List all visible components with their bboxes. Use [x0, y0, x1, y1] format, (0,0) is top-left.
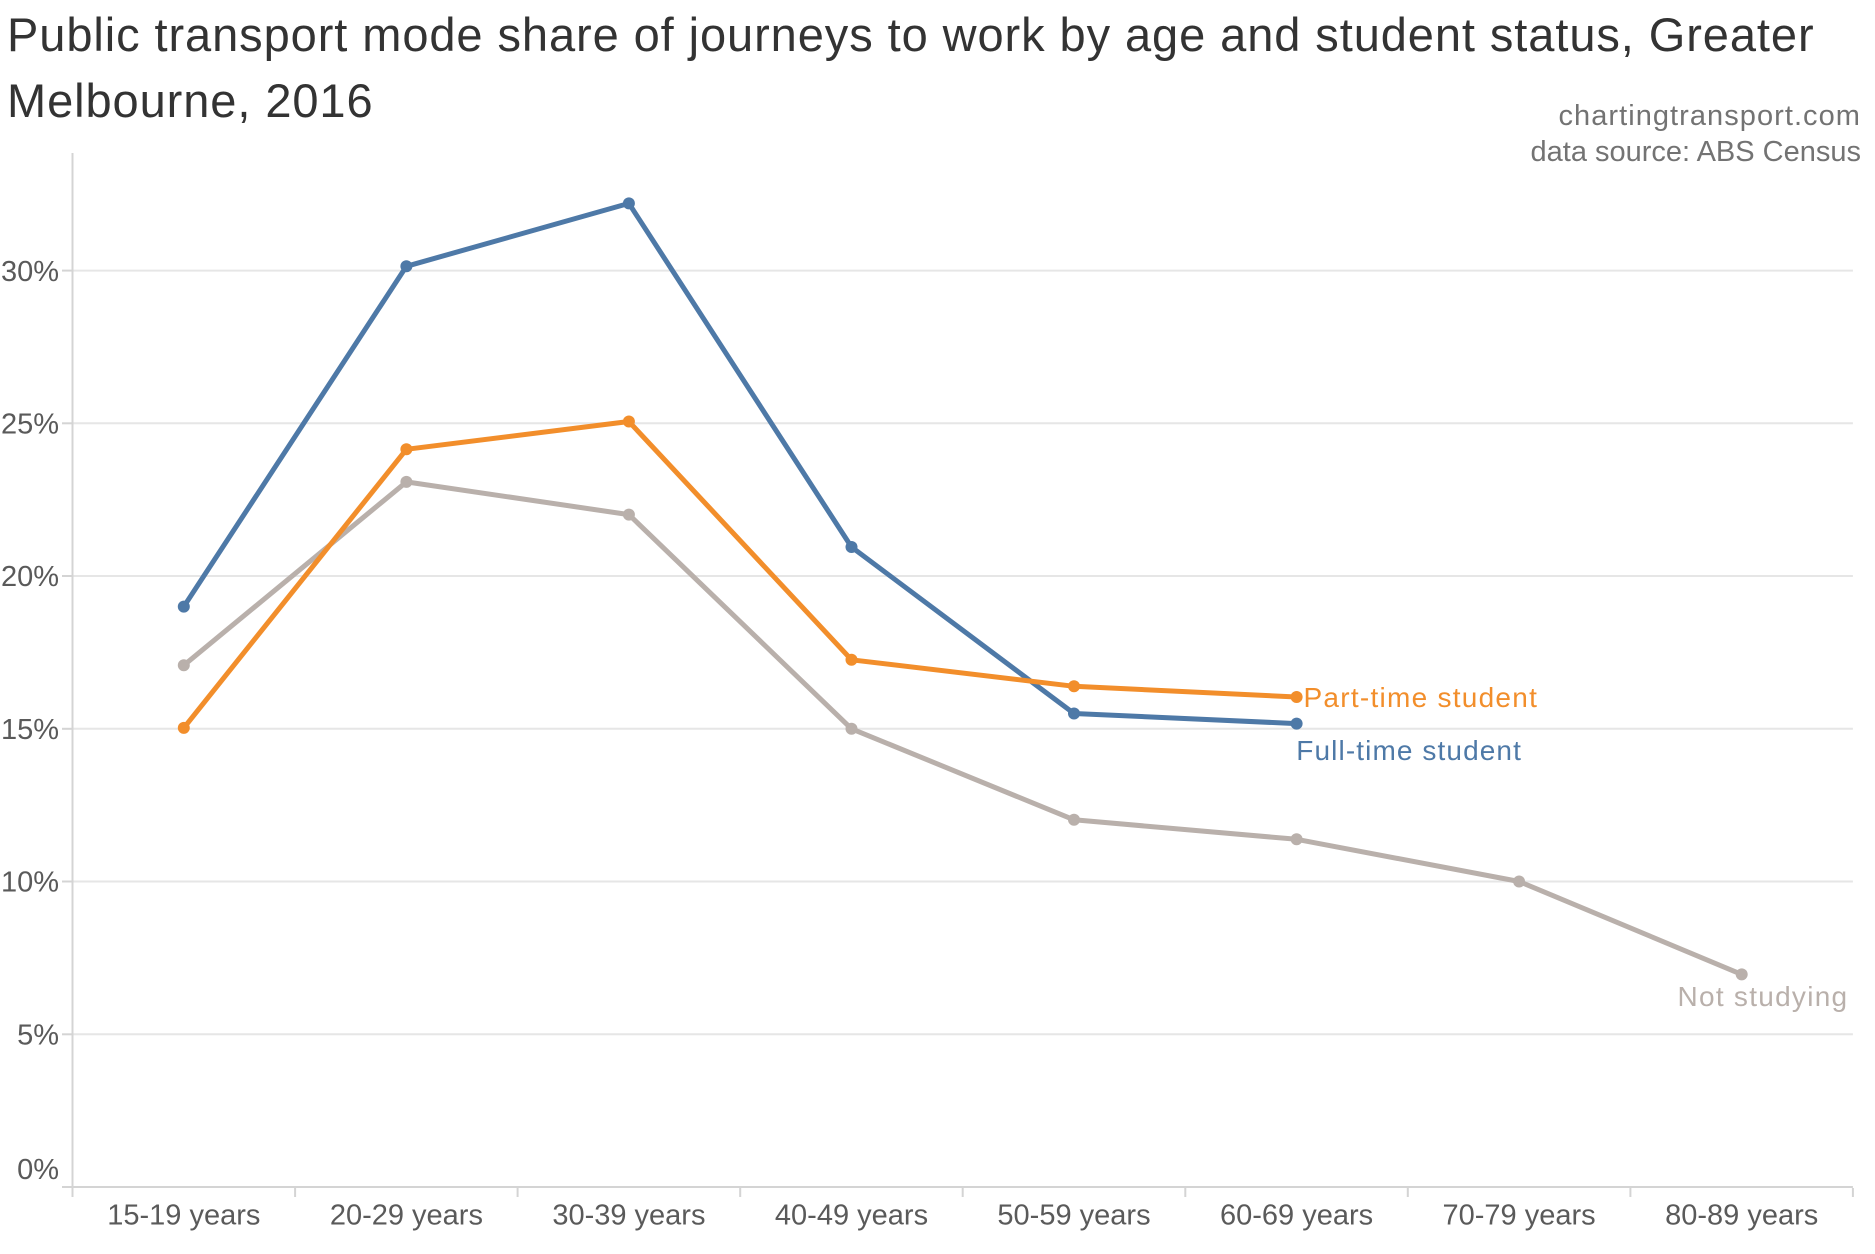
- svg-text:Part-time student: Part-time student: [1304, 682, 1539, 713]
- svg-text:15%: 15%: [1, 714, 59, 746]
- svg-text:30%: 30%: [1, 256, 59, 288]
- svg-text:70-79 years: 70-79 years: [1443, 1200, 1596, 1232]
- svg-text:5%: 5%: [17, 1020, 59, 1052]
- svg-text:chartingtransport.com: chartingtransport.com: [1558, 100, 1861, 132]
- svg-text:Melbourne, 2016: Melbourne, 2016: [7, 74, 374, 127]
- svg-text:Public transport mode share of: Public transport mode share of journeys …: [7, 8, 1815, 61]
- svg-text:80-89 years: 80-89 years: [1665, 1200, 1818, 1232]
- svg-text:Not studying: Not studying: [1678, 981, 1849, 1012]
- svg-text:60-69 years: 60-69 years: [1220, 1200, 1373, 1232]
- svg-text:25%: 25%: [1, 409, 59, 441]
- svg-text:20-29 years: 20-29 years: [330, 1200, 483, 1232]
- svg-text:40-49 years: 40-49 years: [775, 1200, 928, 1232]
- svg-text:Full-time student: Full-time student: [1296, 735, 1522, 766]
- svg-text:50-59 years: 50-59 years: [997, 1200, 1150, 1232]
- svg-text:0%: 0%: [17, 1154, 59, 1186]
- svg-text:15-19 years: 15-19 years: [107, 1200, 260, 1232]
- svg-text:data source: ABS Census: data source: ABS Census: [1531, 136, 1861, 168]
- svg-text:10%: 10%: [1, 867, 59, 899]
- svg-text:20%: 20%: [1, 561, 59, 593]
- svg-text:30-39 years: 30-39 years: [552, 1200, 705, 1232]
